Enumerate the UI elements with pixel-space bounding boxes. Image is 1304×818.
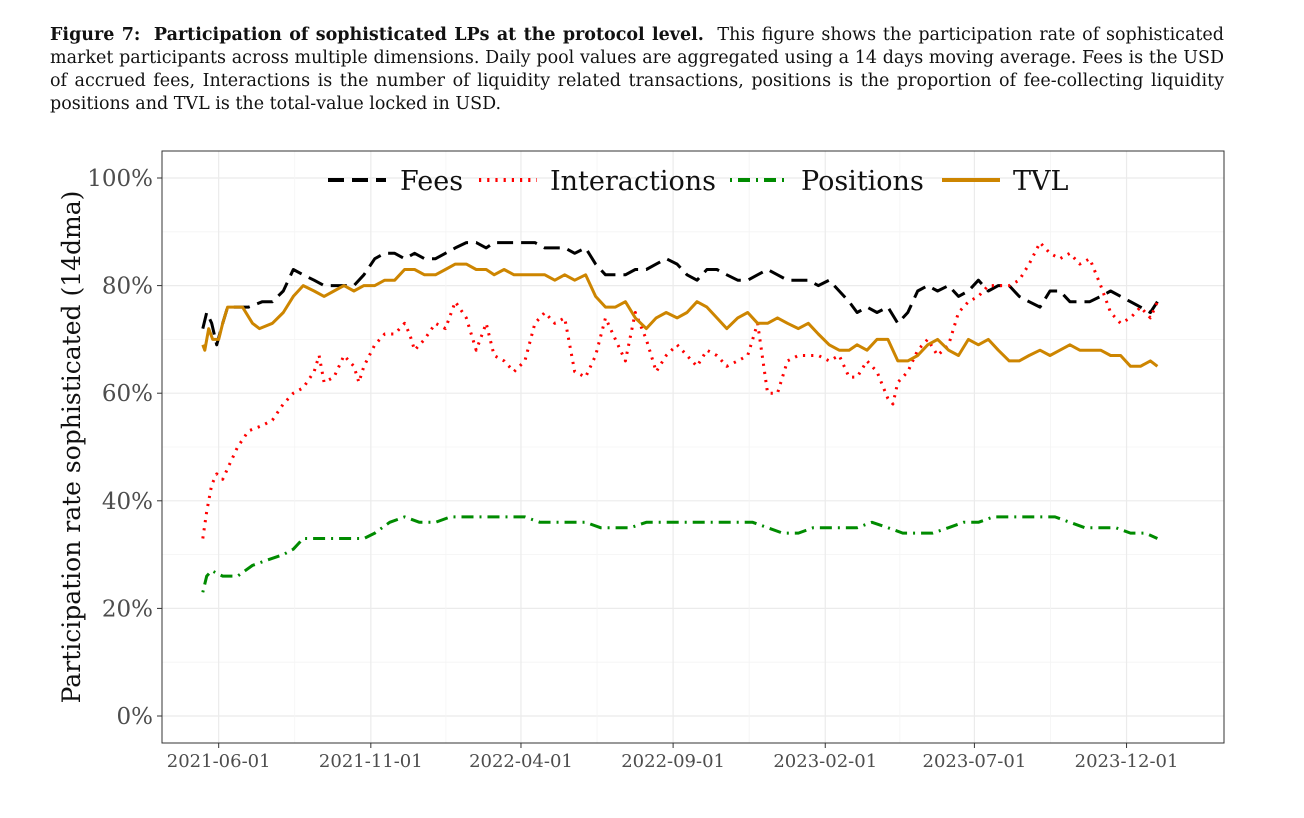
y-axis-title: Participation rate sophisticated (14dma) xyxy=(57,191,86,704)
legend-label-fees: Fees xyxy=(400,166,463,197)
x-axis: 2021-06-01 2021-11-01 2022-04-01 2022-09-01… xyxy=(167,743,1179,772)
x-tick-label: 2022-04-01 xyxy=(469,751,573,772)
y-tick-label: 20% xyxy=(102,596,153,622)
grid xyxy=(162,151,1224,743)
x-tick-label: 2022-09-01 xyxy=(621,751,725,772)
y-tick-label: 80% xyxy=(102,274,153,300)
y-tick-label: 40% xyxy=(102,489,153,515)
figure-label: Figure 7: xyxy=(50,25,141,45)
legend-label-tvl: TVL xyxy=(1013,166,1069,197)
legend-label-positions: Positions xyxy=(801,166,924,197)
x-tick-label: 2021-11-01 xyxy=(319,751,423,772)
series-line-tvl xyxy=(201,262,1159,368)
y-tick-label: 0% xyxy=(117,704,154,730)
x-tick-label: 2021-06-01 xyxy=(167,751,271,772)
figure-title: Participation of sophisticated LPs at th… xyxy=(153,25,704,45)
legend: Fees Interactions Positions TVL xyxy=(328,166,1069,197)
y-tick-label: 100% xyxy=(87,166,153,192)
series-line-fees xyxy=(201,241,1159,347)
figure-description: This figure shows the participation rate… xyxy=(50,25,1224,114)
y-tick-label: 60% xyxy=(102,381,153,407)
x-tick-label: 2023-07-01 xyxy=(923,751,1027,772)
series-lines xyxy=(201,241,1159,593)
x-tick-label: 2023-12-01 xyxy=(1075,751,1179,772)
figure-caption: Figure 7: Participation of sophisticated… xyxy=(50,24,1224,116)
panel-border xyxy=(161,150,1225,744)
legend-label-interactions: Interactions xyxy=(550,166,716,197)
y-axis: 0% 20% 40% 60% 80% 100% xyxy=(87,166,162,730)
x-tick-label: 2023-02-01 xyxy=(773,751,877,772)
series-line-interactions xyxy=(201,241,1159,539)
